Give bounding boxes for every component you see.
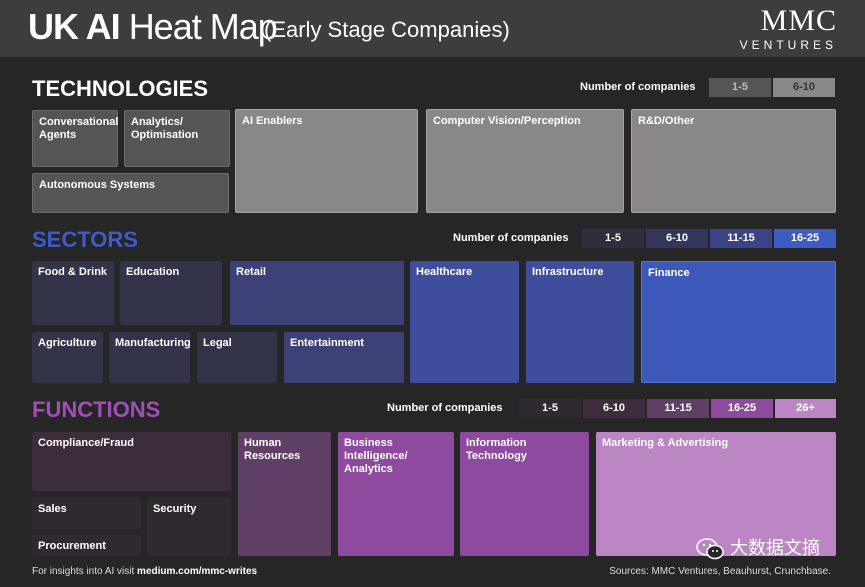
title-bold: UK AI [28, 6, 121, 47]
footer-insights: For insights into AI visit medium.com/mm… [32, 566, 257, 577]
footer-link[interactable]: medium.com/mmc-writes [137, 566, 258, 577]
sectors-legend-2: 6-10 [646, 229, 708, 248]
tile-analytics-optimisation: Analytics/ Optimisation [124, 110, 230, 167]
tile-healthcare: Healthcare [410, 261, 519, 383]
tile-sales: Sales [32, 498, 141, 529]
page-subtitle: (Early Stage Companies) [264, 17, 510, 42]
functions-legend-4: 16-25 [711, 399, 773, 418]
tile-ai-enablers: AI Enablers [235, 109, 418, 213]
functions-legend-1: 1-5 [519, 399, 581, 418]
wechat-icon [696, 538, 724, 560]
tile-education: Education [120, 261, 222, 325]
section-title-technologies: TECHNOLOGIES [32, 76, 209, 101]
tile-human-resources: Human Resources [238, 432, 331, 556]
tile-compliance-fraud: Compliance/Fraud [32, 432, 231, 491]
functions-legend-3: 11-15 [647, 399, 709, 418]
logo-mmc: MMC [760, 4, 837, 37]
page-title: UK AI Heat Map [28, 6, 278, 48]
tech-legend-label: Number of companies [580, 81, 696, 93]
tile-security: Security [147, 498, 231, 556]
tile-information-technology: Information Technology [460, 432, 589, 556]
tile-manufacturing: Manufacturing [109, 332, 191, 383]
sectors-legend-label: Number of companies [453, 232, 569, 244]
tile-marketing-advertising: Marketing & Advertising [596, 432, 836, 556]
tile-entertainment: Entertainment [284, 332, 404, 383]
footer-sources: Sources: MMC Ventures, Beauhurst, Crunch… [609, 566, 831, 577]
tile-retail: Retail [230, 261, 404, 325]
tile-rd-other: R&D/Other [631, 109, 836, 213]
functions-legend-5: 26+ [775, 399, 836, 418]
section-title-functions: FUNCTIONS [32, 397, 161, 422]
tile-conversational-agents: Conversational Agents [32, 110, 118, 167]
sectors-legend-1: 1-5 [582, 229, 644, 248]
title-light: Heat Map [128, 6, 278, 47]
tile-food-drink: Food & Drink [32, 261, 114, 325]
tile-agriculture: Agriculture [32, 332, 103, 383]
functions-legend-2: 6-10 [583, 399, 645, 418]
functions-legend-label: Number of companies [387, 402, 503, 414]
footer-prefix: For insights into AI visit [32, 566, 138, 577]
tile-business-intelligence: Business Intelligence/ Analytics [338, 432, 454, 556]
tile-procurement: Procurement [32, 535, 141, 556]
tech-legend-1: 1-5 [709, 78, 771, 97]
sectors-legend-3: 11-15 [710, 229, 772, 248]
sectors-legend-4: 16-25 [774, 229, 836, 248]
watermark-text: 大数据文摘 [730, 538, 820, 558]
tile-finance: Finance [641, 261, 836, 383]
header-bar: UK AI Heat Map (Early Stage Companies) M… [0, 0, 865, 57]
tile-infrastructure: Infrastructure [526, 261, 634, 383]
tile-legal: Legal [197, 332, 277, 383]
watermark: 大数据文摘 [696, 534, 820, 560]
section-title-sectors: SECTORS [32, 227, 138, 252]
tile-computer-vision: Computer Vision/Perception [426, 109, 624, 213]
logo-ventures: VENTURES [739, 38, 837, 52]
tile-autonomous-systems: Autonomous Systems [32, 173, 229, 213]
tech-legend-2: 6-10 [773, 78, 835, 97]
